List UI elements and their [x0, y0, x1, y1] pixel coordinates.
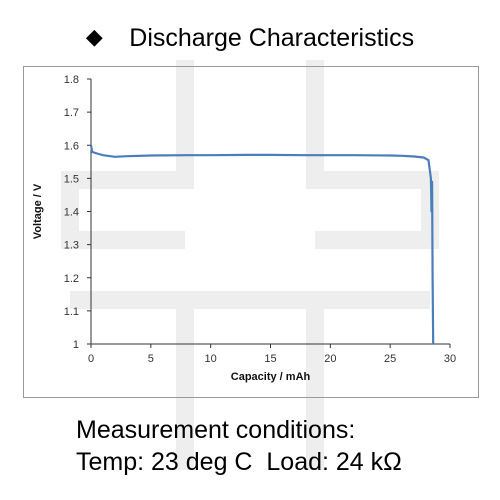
x-tick-label: 5	[148, 353, 154, 365]
discharge-curve	[89, 145, 435, 345]
watermark-shape	[61, 60, 439, 470]
chart-title: Discharge Characteristics	[129, 24, 415, 52]
watermark-stroke-bottom	[70, 291, 430, 470]
chart-frame	[23, 66, 479, 398]
x-axis-label: Capacity / mAh	[231, 371, 311, 383]
x-axis-ticks: 0 5 10 15 20 25 30	[88, 344, 456, 365]
x-tick-label: 25	[384, 353, 396, 365]
y-tick-label: 1.1	[64, 306, 79, 318]
y-tick-label: 1.3	[64, 240, 79, 252]
chart-heading: ◆ Discharge Characteristics	[0, 24, 500, 53]
y-axis-ticks: 1 1.1 1.2 1.3 1.4 1.5 1.6 1.7 1.8	[64, 74, 91, 351]
conditions-heading: Measurement conditions:	[76, 416, 356, 444]
y-tick-label: 1.2	[64, 273, 79, 285]
discharge-chart: 1 1.1 1.2 1.3 1.4 1.5 1.6 1.7 1.8 0 5 10 15 20 25 30 C…	[32, 74, 456, 383]
y-tick-label: 1.4	[64, 207, 79, 219]
watermark-stroke-left	[61, 60, 194, 249]
y-tick-label: 1.8	[64, 74, 79, 86]
y-tick-label: 1	[73, 339, 79, 351]
measurement-conditions: Measurement conditions: Temp: 23 deg C L…	[76, 414, 402, 478]
conditions-values: Temp: 23 deg C Load: 24 kΩ	[76, 448, 402, 476]
y-tick-label: 1.5	[64, 173, 79, 185]
x-tick-label: 15	[264, 353, 276, 365]
x-tick-label: 0	[88, 353, 94, 365]
x-tick-label: 20	[324, 353, 336, 365]
diamond-bullet-icon: ◆	[85, 24, 103, 49]
x-tick-label: 10	[205, 353, 217, 365]
x-tick-label: 30	[444, 353, 456, 365]
y-tick-label: 1.6	[64, 140, 79, 152]
y-tick-label: 1.7	[64, 107, 79, 119]
y-axis-label: Voltage / V	[32, 183, 44, 239]
